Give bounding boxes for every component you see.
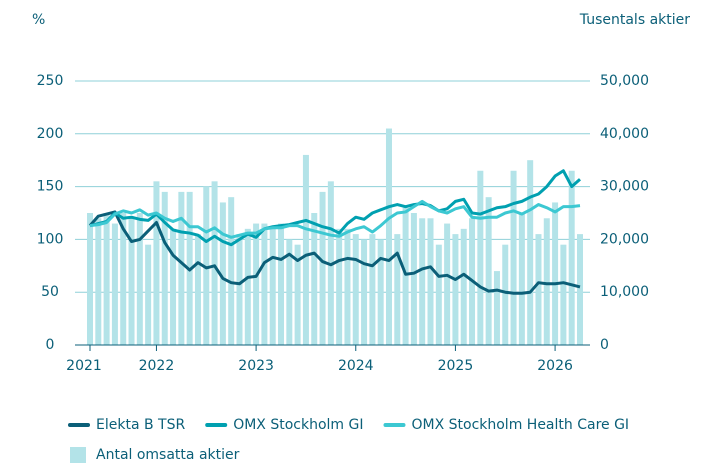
- bar: [302, 154, 309, 345]
- y-tick-label: 100: [37, 231, 64, 247]
- bar: [510, 170, 517, 345]
- bar: [452, 234, 459, 345]
- bar: [527, 160, 534, 345]
- bar: [103, 213, 110, 345]
- x-tick-label: 2024: [338, 358, 374, 374]
- y-tick-label: 250: [37, 73, 64, 89]
- bar: [552, 202, 559, 345]
- x-tick-label: 2021: [66, 358, 102, 374]
- y2-tick-label: 40,000: [600, 126, 649, 142]
- bar: [261, 223, 268, 345]
- bar: [535, 234, 542, 345]
- bar: [153, 181, 160, 345]
- bar: [286, 239, 293, 345]
- bar: [435, 244, 442, 345]
- bar: [336, 228, 343, 345]
- bar: [219, 202, 226, 345]
- bar: [228, 197, 235, 345]
- bar: [568, 170, 575, 345]
- x-tick-label: 2025: [438, 358, 474, 374]
- line: [89, 199, 581, 239]
- bar: [319, 191, 326, 345]
- bar: [369, 234, 376, 345]
- y2-tick-label: 10,000: [600, 284, 649, 300]
- bar: [128, 218, 135, 345]
- bar: [311, 213, 318, 345]
- bar: [444, 223, 451, 345]
- x-tick-label: 2022: [139, 358, 175, 374]
- bar: [560, 244, 567, 345]
- bar: [502, 244, 509, 345]
- legend-label: OMX Stockholm Health Care GI: [411, 417, 629, 433]
- y2-tick-label: 0: [600, 337, 609, 353]
- bar: [278, 223, 285, 345]
- bar: [577, 234, 583, 345]
- line: [88, 210, 581, 295]
- bar: [344, 228, 351, 345]
- bar: [294, 244, 301, 345]
- bar: [485, 197, 492, 345]
- bar: [518, 213, 525, 345]
- x-tick-label: 2023: [238, 358, 274, 374]
- bar: [161, 191, 168, 345]
- bar: [352, 234, 359, 345]
- legend-label: OMX Stockholm GI: [233, 417, 363, 433]
- bar: [87, 213, 93, 345]
- bar: [95, 218, 102, 345]
- bar: [170, 228, 177, 345]
- y2-tick-label: 20,000: [600, 231, 649, 247]
- x-tick-label: 2026: [537, 358, 573, 374]
- bar: [269, 228, 276, 345]
- bar: [410, 213, 417, 345]
- bar: [236, 234, 243, 345]
- legend-label: Antal omsatta aktier: [96, 447, 240, 463]
- y2-axis-label: Tusentals aktier: [579, 12, 690, 28]
- bar: [211, 181, 218, 345]
- legend-swatch: [70, 447, 86, 463]
- y-tick-label: 0: [46, 337, 55, 353]
- bar: [244, 228, 251, 345]
- bar: [394, 234, 401, 345]
- bar: [136, 213, 143, 345]
- y-axis-label: %: [32, 12, 45, 28]
- bar: [178, 191, 185, 345]
- y-tick-label: 200: [37, 126, 64, 142]
- bar: [427, 218, 434, 345]
- bar: [402, 207, 409, 345]
- bar: [460, 228, 467, 345]
- bar: [385, 128, 392, 345]
- bar: [477, 170, 484, 345]
- legend-label: Elekta B TSR: [96, 417, 185, 433]
- bar: [120, 213, 127, 345]
- line: [89, 169, 581, 247]
- bar: [194, 234, 201, 345]
- bar: [419, 218, 426, 345]
- bar: [543, 218, 550, 345]
- bar: [377, 239, 384, 345]
- bar: [111, 223, 118, 345]
- y2-tick-label: 50,000: [600, 73, 649, 89]
- bar: [145, 244, 152, 345]
- bar: [253, 223, 260, 345]
- bar: [361, 239, 368, 345]
- y-tick-label: 150: [37, 179, 64, 195]
- bar: [493, 271, 500, 345]
- bar: [203, 186, 210, 345]
- y-tick-label: 50: [41, 284, 59, 300]
- y2-tick-label: 30,000: [600, 179, 649, 195]
